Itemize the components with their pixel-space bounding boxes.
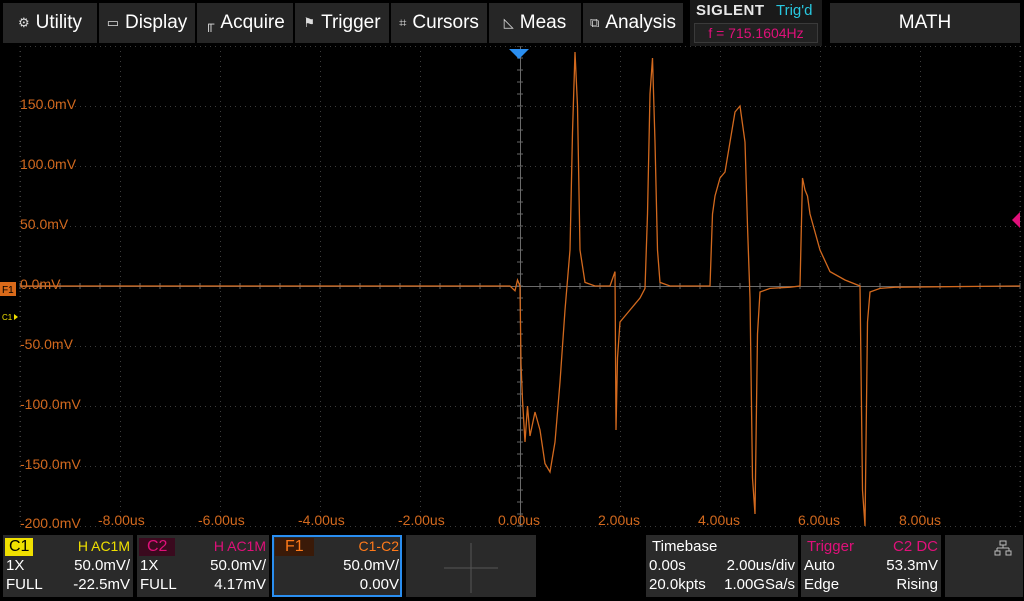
c1-probe: 1X [6, 557, 25, 574]
y-tick-label: -150.0mV [20, 456, 81, 472]
menu-display-label: Display [124, 12, 188, 33]
add-channel-button[interactable] [406, 535, 536, 597]
c1-marker-label: C1 [2, 313, 13, 322]
f1-offset: 0.00V [359, 576, 399, 593]
x-tick-label: -8.00us [98, 512, 145, 528]
y-tick-label: 0.0mV [20, 276, 61, 292]
x-tick-label: 4.00us [698, 512, 741, 528]
c1-offset: -22.5mV [73, 576, 130, 593]
c2-label: C2 [139, 538, 176, 556]
timebase-title: Timebase [652, 538, 718, 555]
c1-bandwidth: FULL [6, 576, 43, 593]
y-tick-label: -200.0mV [20, 515, 81, 531]
f1-marker-label: F1 [2, 285, 14, 296]
c2-offset: 4.17mV [214, 576, 266, 593]
plus-icon [444, 543, 498, 593]
x-tick-label: -2.00us [398, 512, 445, 528]
x-tick-label: -4.00us [298, 512, 345, 528]
menu-analysis-button[interactable]: ⧉ Analysis [583, 3, 683, 43]
y-tick-label: 100.0mV [20, 156, 77, 172]
monitor-icon: ▭ [106, 15, 119, 30]
network-icon [994, 540, 1012, 556]
menu-cursors-label: Cursors [412, 12, 479, 33]
y-tick-label: -100.0mV [20, 396, 81, 412]
acquire-icon: ╓ [205, 15, 215, 31]
channel-c2-panel[interactable]: C2 H AC1M 1X 50.0mV/ FULL 4.17mV [137, 535, 269, 597]
menu-acquire-label: Acquire [220, 12, 285, 33]
analysis-icon: ⧉ [589, 15, 600, 30]
menu-meas-button[interactable]: ◺ Meas [489, 3, 581, 43]
menu-cursors-button[interactable]: ⌗ Cursors [391, 3, 487, 43]
x-tick-label: 0.00us [498, 512, 541, 528]
trigger-level: 53.3mV [886, 557, 938, 574]
menu-acquire-button[interactable]: ╓ Acquire [197, 3, 293, 43]
timebase-points: 20.0kpts [649, 576, 706, 593]
y-tick-label: 150.0mV [20, 96, 77, 112]
trigger-position-marker[interactable] [509, 49, 529, 59]
math-title[interactable]: MATH [830, 3, 1020, 43]
menu-trigger-button[interactable]: ⚑ Trigger [295, 3, 389, 43]
timebase-rate: 1.00GSa/s [724, 576, 795, 593]
gear-icon: ⚙ [17, 15, 30, 30]
c1-scale: 50.0mV/ [74, 557, 130, 574]
c1-offset-marker[interactable] [14, 314, 18, 320]
c2-bandwidth: FULL [140, 576, 177, 593]
c2-scale: 50.0mV/ [210, 557, 266, 574]
x-tick-label: 6.00us [798, 512, 841, 528]
math-f1-panel[interactable]: F1 C1-C2 50.0mV/ 0.00V [272, 535, 402, 597]
brand-logo: SIGLENT [696, 2, 765, 19]
channel-c1-panel[interactable]: C1 H AC1M 1X 50.0mV/ FULL -22.5mV [3, 535, 133, 597]
menu-display-button[interactable]: ▭ Display [99, 3, 195, 43]
bottom-info-bar: C1 H AC1M 1X 50.0mV/ FULL -22.5mV C2 H A… [0, 533, 1024, 600]
c2-flags: H AC1M [213, 538, 266, 554]
menu-meas-label: Meas [519, 12, 567, 33]
x-tick-label: 2.00us [598, 512, 641, 528]
trigger-type: Edge [804, 576, 840, 593]
x-tick-label: -6.00us [198, 512, 245, 528]
timebase-scale: 2.00us/div [726, 557, 795, 574]
f1-scale: 50.0mV/ [343, 557, 399, 574]
math-trace [20, 51, 1021, 527]
ruler-icon: ◺ [503, 15, 514, 30]
trigger-mode: Auto [804, 557, 835, 574]
menu-utility-label: Utility [35, 12, 83, 33]
menu-analysis-label: Analysis [605, 12, 677, 33]
c1-flags: H AC1M [77, 538, 130, 554]
grid [19, 46, 1021, 527]
network-status[interactable] [945, 535, 1023, 597]
flag-icon: ⚑ [303, 15, 316, 30]
menu-utility-button[interactable]: ⚙ Utility [3, 3, 97, 43]
crosshair-icon: ⌗ [399, 15, 407, 30]
menu-trigger-label: Trigger [321, 12, 381, 33]
trigger-panel[interactable]: Trigger C2 DC Auto 53.3mV Edge Rising [801, 535, 941, 597]
timebase-delay: 0.00s [649, 557, 686, 574]
trigger-level-marker[interactable] [1012, 212, 1020, 228]
c2-probe: 1X [140, 557, 159, 574]
frequency-readout: f = 715.1604Hz [694, 23, 818, 43]
trigger-slope: Rising [896, 576, 938, 593]
f1-label: F1 [275, 538, 314, 556]
timebase-panel[interactable]: Timebase 0.00s 2.00us/div 20.0kpts 1.00G… [646, 535, 798, 597]
f1-expression: C1-C2 [358, 538, 399, 554]
c1-label: C1 [5, 538, 34, 556]
x-tick-label: 8.00us [899, 512, 942, 528]
trigger-title: Trigger [807, 538, 854, 555]
trigger-status: Trig'd [776, 2, 813, 19]
f1-offset-marker[interactable] [0, 282, 16, 296]
y-tick-label: 50.0mV [20, 216, 69, 232]
y-tick-label: -50.0mV [20, 336, 73, 352]
menu-bar: ⚙ Utility ▭ Display ╓ Acquire ⚑ Trigger ⌗ Cur… [0, 0, 1024, 46]
waveform-display[interactable]: F1 C1 [0, 46, 1024, 533]
trigger-source: C2 DC [892, 538, 938, 555]
